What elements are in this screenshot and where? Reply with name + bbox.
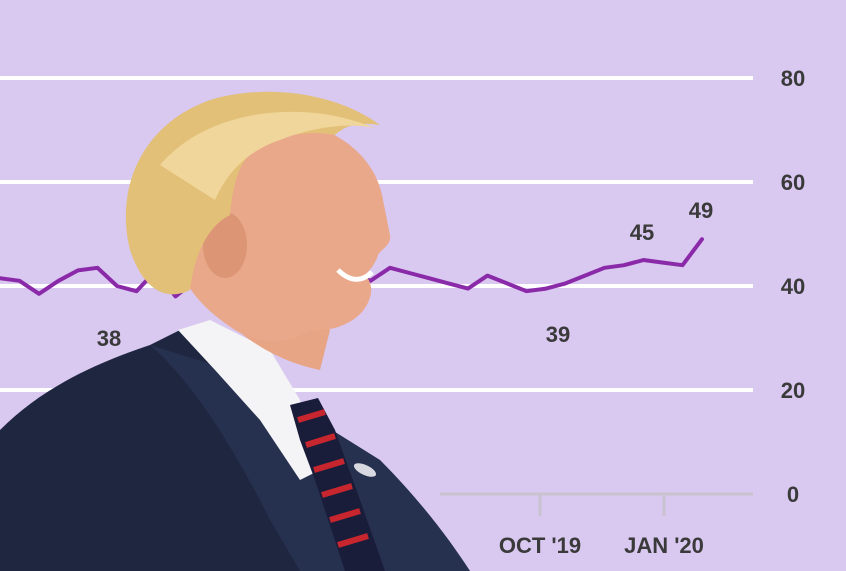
y-tick-label-20: 20 — [781, 378, 805, 403]
x-axis: OCT '19 JAN '20 — [440, 492, 753, 558]
data-label-45: 45 — [630, 220, 654, 245]
y-tick-label-40: 40 — [781, 274, 805, 299]
y-tick-label-0: 0 — [787, 482, 799, 507]
data-label-38: 38 — [97, 326, 121, 351]
x-tick-label-0: OCT '19 — [499, 533, 581, 558]
y-tick-label-60: 60 — [781, 170, 805, 195]
data-label-39: 39 — [546, 322, 570, 347]
data-labels: 38 39 45 49 — [97, 198, 713, 351]
data-label-49: 49 — [689, 198, 713, 223]
x-tick-label-1: JAN '20 — [624, 533, 704, 558]
person-silhouette-icon — [0, 91, 470, 571]
y-tick-label-80: 80 — [781, 66, 805, 91]
y-tick-labels: 0 20 40 60 80 — [781, 66, 805, 507]
